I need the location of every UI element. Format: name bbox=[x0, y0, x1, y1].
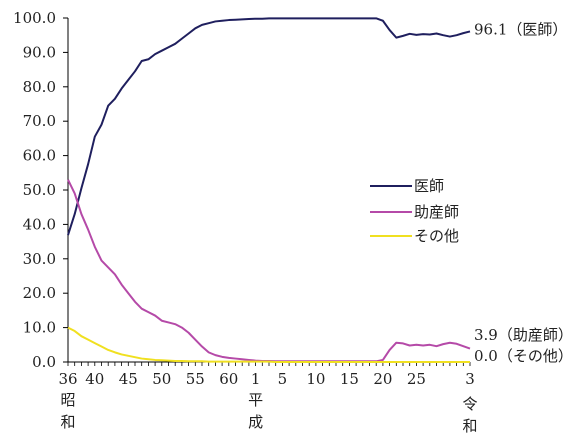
x-axis-ticks: 36 40 45 50 55 60 1 5 10 15 20 25 3 bbox=[58, 362, 475, 388]
x-tick-label: 20 bbox=[373, 370, 392, 388]
x-tick-label: 10 bbox=[306, 370, 325, 388]
era-label: 令和 bbox=[462, 395, 477, 435]
series-line-2 bbox=[67, 179, 471, 363]
series-end-label: 3.9（助産師） bbox=[474, 326, 573, 344]
y-tick-label: 20.0 bbox=[23, 284, 56, 302]
y-tick-label: 0.0 bbox=[32, 353, 56, 371]
y-tick-label: 90.0 bbox=[23, 43, 56, 61]
era-label-char: 令 bbox=[462, 395, 477, 413]
legend-label: 医師 bbox=[414, 177, 444, 195]
era-label-char: 昭 bbox=[60, 391, 75, 409]
x-tick-label: 15 bbox=[340, 370, 359, 388]
x-tick-label: 45 bbox=[119, 370, 138, 388]
era-label-char: 成 bbox=[248, 413, 263, 431]
x-tick-label: 25 bbox=[407, 370, 426, 388]
legend-item: 助産師 bbox=[370, 203, 459, 221]
x-tick-label: 3 bbox=[465, 370, 475, 388]
y-tick-label: 70.0 bbox=[23, 112, 56, 130]
x-tick-label: 40 bbox=[85, 370, 104, 388]
series-lines bbox=[67, 17, 471, 363]
series-line-1 bbox=[67, 17, 471, 236]
legend-label: 助産師 bbox=[414, 203, 459, 221]
y-tick-label: 60.0 bbox=[23, 147, 56, 165]
x-tick-label: 36 bbox=[58, 370, 77, 388]
series-end-labels: 96.1（医師） 3.9（助産師） 0.0（その他） bbox=[474, 20, 573, 365]
era-label: 平成 bbox=[248, 391, 263, 431]
x-tick-label: 1 bbox=[251, 370, 261, 388]
chart-axes bbox=[67, 18, 470, 363]
y-tick-label: 30.0 bbox=[23, 250, 56, 268]
y-tick-label: 50.0 bbox=[23, 181, 56, 199]
legend-item: その他 bbox=[370, 227, 459, 245]
x-tick-label: 60 bbox=[219, 370, 238, 388]
y-tick-label: 40.0 bbox=[23, 215, 56, 233]
series-line-3 bbox=[67, 326, 470, 363]
series-end-label: 0.0（その他） bbox=[474, 347, 573, 365]
y-tick-label: 80.0 bbox=[23, 78, 56, 96]
y-axis-ticks: 0.0 10.0 20.0 30.0 40.0 50.0 60.0 70.0 80.0 90.0 1… bbox=[13, 9, 68, 371]
legend-label: その他 bbox=[414, 227, 459, 245]
era-label-char: 平 bbox=[248, 391, 263, 409]
era-label-char: 和 bbox=[60, 413, 75, 431]
x-tick-label: 55 bbox=[186, 370, 205, 388]
series-end-label: 96.1（医師） bbox=[474, 20, 567, 38]
y-tick-label: 100.0 bbox=[13, 9, 56, 27]
x-tick-label: 50 bbox=[152, 370, 171, 388]
x-tick-label: 5 bbox=[278, 370, 288, 388]
legend-item: 医師 bbox=[370, 177, 444, 195]
era-label: 昭和 bbox=[60, 391, 75, 431]
y-tick-label: 10.0 bbox=[23, 319, 56, 337]
era-label-char: 和 bbox=[462, 417, 477, 435]
